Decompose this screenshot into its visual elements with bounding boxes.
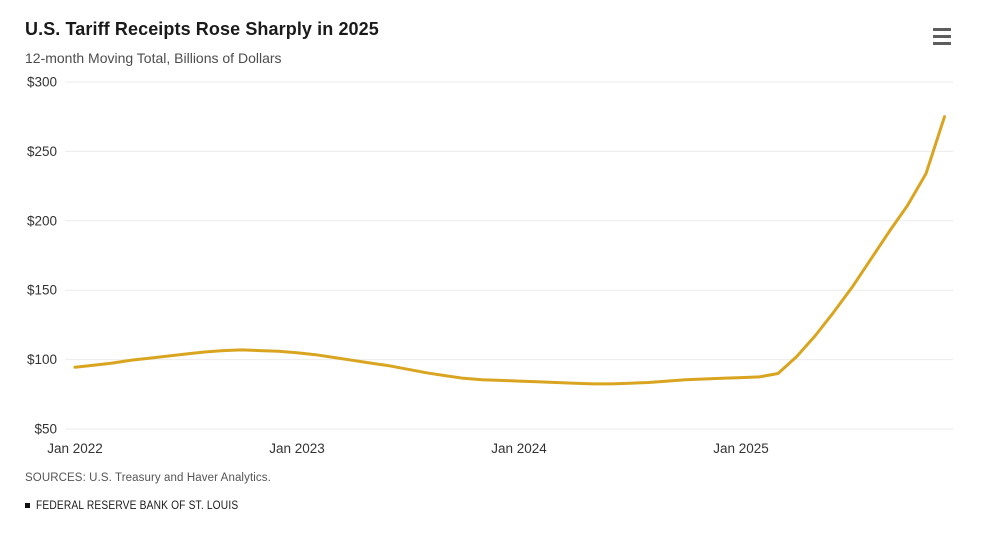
branding-label: FEDERAL RESERVE BANK OF ST. LOUIS bbox=[36, 498, 239, 512]
sources-note: SOURCES: U.S. Treasury and Haver Analyti… bbox=[25, 472, 271, 484]
branding: FEDERAL RESERVE BANK OF ST. LOUIS bbox=[25, 498, 274, 512]
line-chart: $50 $100 $150 $200 $250 $300 Jan 2022 Jan 2023 J… bbox=[27, 75, 953, 456]
chart-subtitle: 12-month Moving Total, Billions of Dolla… bbox=[25, 50, 282, 66]
hamburger-menu-icon bbox=[933, 28, 951, 45]
square-bullet-icon bbox=[25, 502, 30, 508]
y-axis-tick-label: $150 bbox=[27, 283, 57, 298]
y-axis-tick-label: $250 bbox=[27, 144, 57, 159]
y-axis-tick-label: $300 bbox=[27, 75, 57, 90]
chart-menu-button[interactable] bbox=[930, 25, 954, 48]
y-axis-tick-label: $100 bbox=[27, 352, 57, 367]
y-axis-tick-label: $200 bbox=[27, 213, 57, 228]
x-axis-tick-label: Jan 2023 bbox=[269, 441, 325, 456]
x-axis-tick-label: Jan 2025 bbox=[713, 441, 769, 456]
chart-title: U.S. Tariff Receipts Rose Sharply in 202… bbox=[25, 19, 379, 39]
tariff-receipts-line bbox=[73, 115, 946, 386]
x-axis-tick-label: Jan 2022 bbox=[47, 441, 103, 456]
y-axis-tick-label: $50 bbox=[34, 422, 57, 437]
x-axis-tick-label: Jan 2024 bbox=[491, 441, 547, 456]
